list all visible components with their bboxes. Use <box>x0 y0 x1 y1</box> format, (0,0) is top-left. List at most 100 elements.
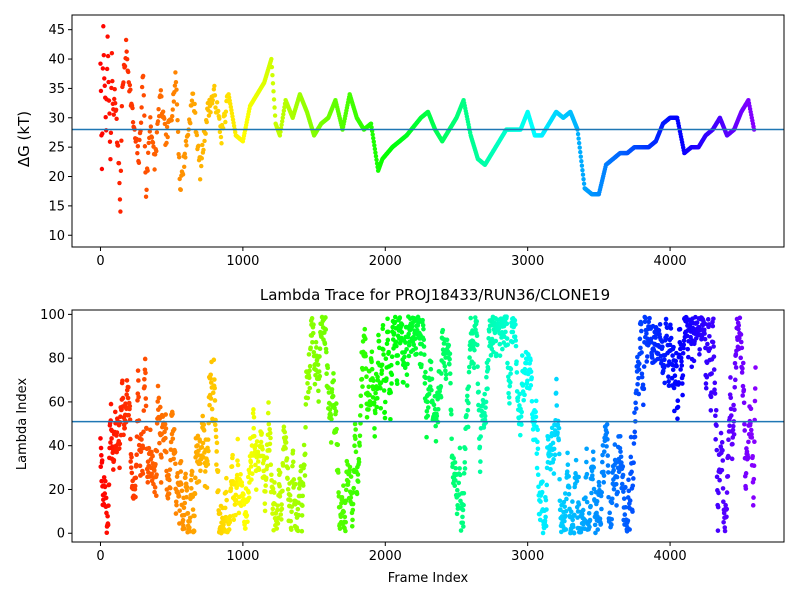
lambda-point <box>439 371 444 376</box>
lambda-point <box>631 460 636 466</box>
lambda-point <box>677 326 683 332</box>
lambda-point <box>290 448 296 454</box>
lambda-point <box>702 336 708 342</box>
lambda-point <box>310 330 316 336</box>
delta-g-y-axis-label: ΔG (kT) <box>15 111 33 167</box>
lambda-point <box>306 375 312 381</box>
lambda-point <box>348 474 354 479</box>
delta-g-point <box>190 91 196 96</box>
lambda-point <box>740 366 745 371</box>
delta-g-point <box>101 24 106 29</box>
lambda-point <box>227 519 233 525</box>
lambda-point <box>99 453 104 458</box>
lambda-point <box>126 412 131 418</box>
lambda-point <box>534 451 540 456</box>
lambda-point <box>719 440 725 445</box>
lambda-point <box>751 495 756 500</box>
lambda-point <box>702 331 707 336</box>
lambda-point <box>215 468 221 474</box>
lambda-point <box>641 364 647 369</box>
lambda-point <box>670 367 676 373</box>
lambda-point <box>350 517 355 523</box>
lambda-point <box>463 446 468 452</box>
lambda-point <box>621 489 626 494</box>
lambda-point <box>551 471 557 476</box>
delta-g-point <box>128 87 133 92</box>
delta-g-point <box>219 141 224 146</box>
lambda-point <box>433 423 438 429</box>
lambda-point <box>691 358 697 364</box>
lambda-point <box>393 339 399 345</box>
lambda-point <box>627 498 633 503</box>
lambda-point <box>570 524 576 530</box>
lambda-point <box>679 363 685 368</box>
lambda-point <box>497 353 503 358</box>
lambda-point <box>613 460 619 465</box>
lambda-point <box>453 478 458 483</box>
lambda-point <box>200 440 206 446</box>
lambda-point <box>435 406 441 412</box>
y-tick-label: 10 <box>48 229 65 244</box>
lambda-point <box>570 517 575 523</box>
lambda-point <box>285 476 290 481</box>
lambda-point <box>267 441 273 447</box>
lambda-y-axis-label: Lambda Index <box>15 378 30 471</box>
lambda-point <box>394 343 399 349</box>
lambda-point <box>111 457 117 463</box>
delta-g-point <box>150 140 156 145</box>
delta-g-point <box>169 118 174 123</box>
lambda-point <box>309 316 315 321</box>
lambda-point <box>752 439 757 445</box>
delta-g-point <box>194 132 200 138</box>
lambda-point <box>241 492 246 497</box>
lambda-point <box>425 405 431 410</box>
delta-g-point <box>155 119 161 124</box>
lambda-points <box>98 314 758 536</box>
lambda-point <box>554 376 559 382</box>
lambda-point <box>607 510 612 516</box>
delta-g-point <box>579 163 585 168</box>
lambda-point <box>111 467 116 472</box>
lambda-point <box>374 404 380 410</box>
delta-g-point <box>281 108 287 113</box>
lambda-point <box>743 486 749 491</box>
lambda-point <box>545 437 551 442</box>
lambda-point <box>171 456 176 462</box>
delta-g-point <box>108 157 113 162</box>
lambda-point <box>212 385 217 391</box>
lambda-point <box>357 413 363 418</box>
lambda-point <box>619 481 625 487</box>
lambda-point <box>522 392 527 398</box>
lambda-point <box>371 400 377 405</box>
lambda-point <box>208 380 214 385</box>
lambda-point <box>478 434 483 439</box>
lambda-point <box>296 512 302 518</box>
delta-g-point <box>124 49 129 54</box>
lambda-point <box>223 489 229 495</box>
lambda-point <box>557 498 563 504</box>
lambda-point <box>260 446 265 452</box>
lambda-point <box>174 502 179 508</box>
lambda-point <box>620 464 626 469</box>
lambda-point <box>556 425 562 431</box>
lambda-point <box>142 384 147 389</box>
lambda-point <box>192 491 198 497</box>
lambda-point <box>609 500 615 506</box>
delta-g-point <box>270 73 275 78</box>
lambda-point <box>103 495 109 501</box>
lambda-point <box>689 364 695 370</box>
lambda-point <box>143 403 149 409</box>
lambda-point <box>236 510 242 516</box>
lambda-point <box>333 401 339 406</box>
lambda-point <box>718 430 724 436</box>
y-tick-label: 20 <box>48 483 65 498</box>
delta-g-point <box>578 149 583 155</box>
lambda-point <box>306 352 312 357</box>
lambda-point <box>157 440 162 446</box>
lambda-point <box>394 381 400 387</box>
lambda-point <box>513 338 519 343</box>
lambda-point <box>681 338 687 343</box>
lambda-point <box>676 380 681 385</box>
lambda-point <box>424 434 429 440</box>
lambda-point <box>460 520 466 526</box>
